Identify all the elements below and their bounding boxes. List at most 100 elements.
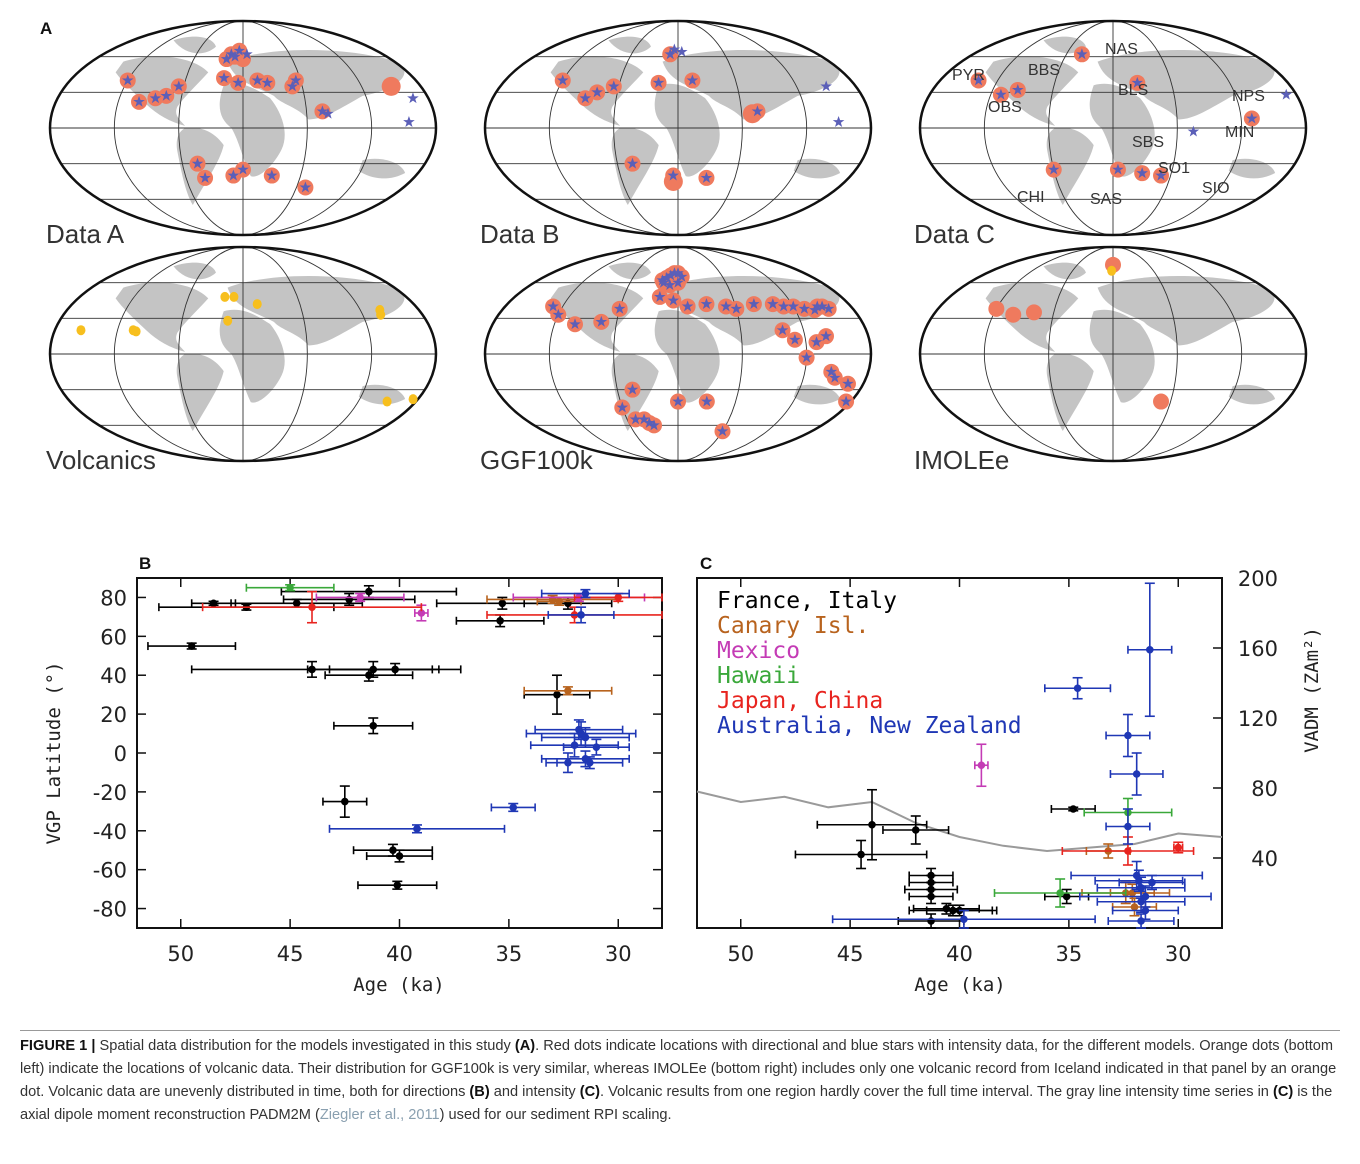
legend-entry: France, Italy xyxy=(717,588,897,614)
site-labels: PYR OBS BBS NAS BLS NPS MIN SBS SO1 CHI … xyxy=(952,41,1265,208)
map-border xyxy=(48,19,438,237)
y-tick-label: -20 xyxy=(93,781,127,805)
site-label-sas: SAS xyxy=(1090,191,1122,208)
map-imolee xyxy=(918,245,1308,463)
y-tick-label: 160 xyxy=(1238,637,1278,661)
x-tick-label: 40 xyxy=(386,942,413,966)
data-point xyxy=(1056,889,1064,897)
data-point xyxy=(927,917,935,925)
y-tick-label: -80 xyxy=(93,898,127,922)
data-point xyxy=(555,597,563,606)
map-label-data-c: Data C xyxy=(914,219,995,249)
data-point xyxy=(581,589,590,598)
series-australia-new-zealand xyxy=(831,582,1212,929)
legend-entry: Mexico xyxy=(717,638,800,664)
legend-entry: Australia, New Zealand xyxy=(717,713,1022,739)
caption-text-5: is the axial dipole moment reconstructio… xyxy=(20,1084,1333,1123)
caption-text-4: . Volcanic results from one region hardl… xyxy=(600,1084,1273,1100)
y-tick-label: 40 xyxy=(100,664,127,688)
data-point xyxy=(927,892,935,901)
data-point xyxy=(1124,847,1132,855)
data-point xyxy=(286,583,294,592)
site-label-sbs: SBS xyxy=(1132,134,1164,151)
padm2m-line xyxy=(696,790,1223,853)
data-point xyxy=(1128,889,1137,897)
data-point xyxy=(1130,903,1139,911)
caption-text-6: ) used for our sediment RPI scaling. xyxy=(439,1107,672,1123)
data-point xyxy=(356,593,364,602)
volcanic-dot xyxy=(131,326,141,337)
data-point xyxy=(417,609,426,617)
site-label-nas: NAS xyxy=(1105,41,1138,58)
volcanic-dot xyxy=(76,325,86,336)
chart-c-ylabel: VADM (ZAm²) xyxy=(1301,627,1323,753)
direction-dot xyxy=(663,172,683,191)
map-border xyxy=(918,245,1308,463)
series-mexico xyxy=(974,743,989,788)
x-tick-label: 30 xyxy=(605,942,632,966)
y-tick-label: 20 xyxy=(100,703,127,727)
direction-dot xyxy=(381,76,401,96)
data-point xyxy=(391,665,399,674)
data-point xyxy=(564,758,572,767)
series-australia-new-zealand xyxy=(328,588,637,834)
chart-b-ylabel: VGP Latitude (°) xyxy=(43,661,65,844)
x-tick-label: 35 xyxy=(496,942,523,966)
data-point xyxy=(292,599,301,608)
data-point xyxy=(413,825,421,833)
data-point xyxy=(393,881,402,890)
x-tick-label: 35 xyxy=(1056,942,1083,966)
caption-ref-b: (B) xyxy=(469,1084,490,1100)
y-tick-label: 120 xyxy=(1238,707,1278,731)
y-tick-label: -40 xyxy=(93,820,127,844)
data-point xyxy=(308,603,316,611)
citation-link[interactable]: Ziegler et al., 2011 xyxy=(319,1107,440,1123)
map-border xyxy=(48,245,438,463)
x-tick-label: 45 xyxy=(277,942,304,966)
map-data-a xyxy=(48,19,438,237)
chart-b-xlabel: Age (ka) xyxy=(353,974,445,996)
site-label-bbs: BBS xyxy=(1028,62,1060,79)
data-point xyxy=(1141,906,1150,915)
map-data-b xyxy=(483,19,873,237)
data-point xyxy=(942,904,951,913)
site-label-nps: NPS xyxy=(1232,88,1265,105)
direction-dot xyxy=(1005,306,1022,323)
caption-ref-c: (C) xyxy=(579,1084,601,1100)
panel-b-letter: B xyxy=(139,554,151,573)
data-point xyxy=(209,599,218,608)
map-label-imolee: IMOLEe xyxy=(914,445,1009,475)
data-point xyxy=(1062,892,1071,901)
data-point xyxy=(1124,822,1132,831)
map-border xyxy=(483,245,873,463)
caption-text-2: . Red dots indicate locations with direc… xyxy=(20,1038,1337,1100)
series-japan-china xyxy=(1061,836,1195,866)
panel-a-letter: A xyxy=(40,19,52,38)
series-hawaii xyxy=(245,583,335,592)
caption-ref-a: (A) xyxy=(514,1038,536,1054)
volcanic-dot xyxy=(376,309,386,320)
caption-text-3: and intensity xyxy=(489,1084,580,1100)
data-point xyxy=(1174,843,1183,852)
data-point xyxy=(575,725,583,734)
map-border xyxy=(483,19,873,237)
legend-entry: Canary Isl. xyxy=(717,613,869,639)
data-point xyxy=(960,915,968,924)
x-tick-label: 50 xyxy=(727,942,754,966)
map-ggf100k xyxy=(483,245,873,463)
legend-entry: Hawaii xyxy=(717,663,800,689)
data-point xyxy=(1069,805,1078,813)
data-point xyxy=(614,593,623,602)
panel-c-letter: C xyxy=(700,554,712,573)
map-border xyxy=(918,19,1308,237)
data-point xyxy=(1124,731,1132,740)
chart-c-vadm: 50 45 40 35 30 200 160 120 80 40 France, ItalyCana… xyxy=(696,567,1278,966)
site-label-chi: CHI xyxy=(1017,189,1045,206)
volcanic-dot xyxy=(223,315,233,326)
direction-dot xyxy=(1025,304,1042,321)
y-tick-label: 0 xyxy=(114,742,127,766)
site-label-obs: OBS xyxy=(988,99,1022,116)
volcanic-dot xyxy=(252,299,262,310)
legend-entry: Japan, China xyxy=(717,688,883,714)
